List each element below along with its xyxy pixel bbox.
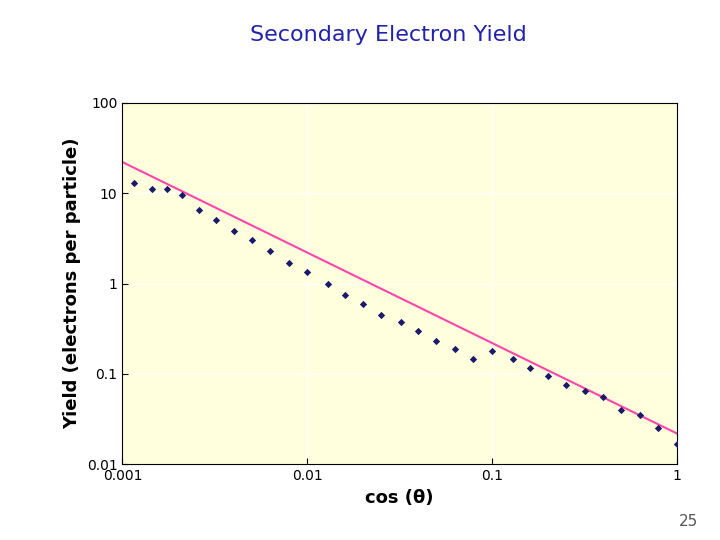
Point: [524, 364, 536, 373]
Point: [375, 310, 387, 319]
Point: [508, 355, 519, 363]
Point: [210, 216, 222, 225]
Point: [652, 424, 664, 433]
Point: [228, 227, 240, 235]
Point: [194, 206, 205, 214]
Point: [559, 381, 571, 389]
Point: [128, 178, 140, 187]
Point: [146, 185, 158, 194]
Y-axis label: Yield (electrons per particle): Yield (electrons per particle): [63, 138, 81, 429]
Point: [467, 355, 479, 363]
Point: [339, 291, 351, 299]
Point: [264, 246, 276, 255]
Point: [449, 345, 461, 353]
X-axis label: cos (θ): cos (θ): [365, 489, 434, 507]
Point: [542, 372, 554, 380]
Point: [357, 299, 369, 308]
Point: [176, 191, 188, 199]
Point: [323, 279, 334, 288]
Text: 25: 25: [679, 514, 698, 529]
Point: [616, 406, 627, 414]
Point: [246, 236, 257, 245]
Point: [671, 439, 683, 448]
Point: [284, 258, 295, 267]
Point: [580, 387, 591, 395]
Point: [302, 267, 313, 276]
Point: [413, 327, 424, 335]
Point: [395, 317, 406, 326]
Point: [431, 337, 442, 346]
Point: [634, 411, 645, 420]
Point: [486, 347, 498, 355]
Text: Secondary Electron Yield: Secondary Electron Yield: [251, 25, 527, 45]
Point: [161, 185, 173, 194]
Point: [598, 393, 609, 402]
